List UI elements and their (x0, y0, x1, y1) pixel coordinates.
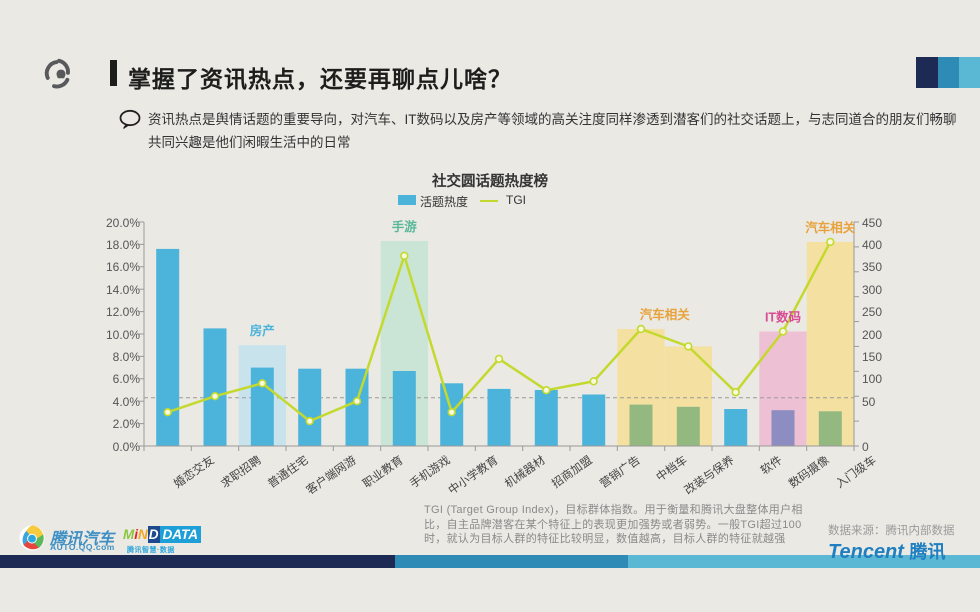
svg-text:汽车相关: 汽车相关 (640, 307, 691, 322)
svg-text:汽车相关: 汽车相关 (805, 220, 856, 235)
svg-text:房产: 房产 (250, 323, 275, 338)
svg-text:手游: 手游 (392, 219, 418, 234)
svg-text:IT数码: IT数码 (765, 310, 801, 325)
